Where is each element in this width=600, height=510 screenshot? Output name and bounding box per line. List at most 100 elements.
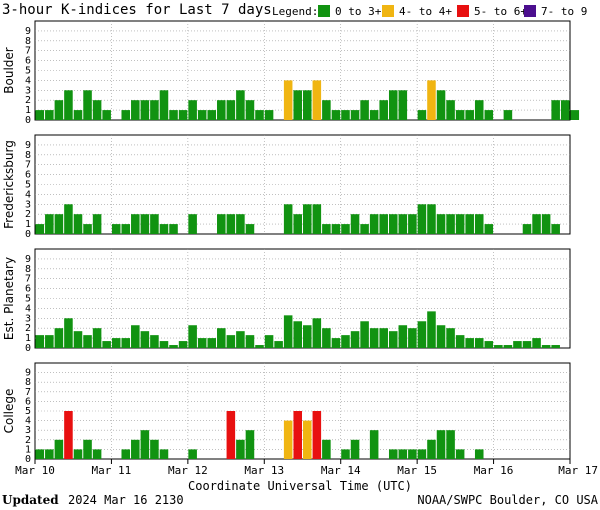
k-index-bar (398, 449, 408, 459)
y-tick-label: 9 (25, 140, 31, 151)
k-index-bar (264, 110, 274, 120)
k-index-bar (293, 90, 302, 120)
y-tick-label: 7 (25, 160, 31, 171)
k-index-bar (283, 420, 293, 459)
panel-label: College (2, 389, 16, 434)
legend-label: 7- to 9 (541, 5, 587, 18)
y-tick-label: 5 (25, 180, 31, 191)
k-index-bar (140, 100, 150, 120)
y-tick-label: 9 (25, 368, 31, 379)
k-index-bar (54, 328, 64, 348)
k-index-bar (283, 204, 293, 234)
y-tick-label: 0 (25, 454, 31, 465)
k-index-bar (188, 100, 197, 120)
k-index-bar (427, 439, 436, 459)
y-tick-label: 8 (25, 150, 31, 161)
k-index-bar (111, 224, 121, 234)
k-index-bar (551, 345, 560, 348)
k-index-bar (64, 318, 73, 348)
k-index-bar (236, 439, 245, 459)
k-index-bar (207, 110, 217, 120)
y-tick-label: 3 (25, 85, 31, 96)
k-index-bar (417, 204, 427, 234)
y-tick-label: 1 (25, 333, 31, 344)
k-index-bar (398, 90, 408, 120)
y-tick-label: 5 (25, 294, 31, 305)
k-index-bar (188, 214, 197, 234)
k-index-bar (331, 338, 341, 348)
legend-swatch (524, 5, 536, 17)
k-index-bar (226, 100, 236, 120)
k-index-bar (417, 449, 427, 459)
y-tick-label: 1 (25, 105, 31, 116)
x-tick-label: Mar 10 (15, 464, 55, 477)
k-index-bar (45, 110, 54, 120)
k-index-bar (64, 90, 73, 120)
x-axis: Mar 10 Mar 11 Mar 12 Mar 13 Mar 14 Mar 15 Mar … (15, 459, 598, 477)
k-index-bar (64, 204, 73, 234)
k-index-bar (398, 325, 408, 348)
k-index-bar (236, 214, 245, 234)
y-tick-label: 6 (25, 56, 31, 67)
updated-label: Updated (2, 493, 59, 507)
k-index-bar (474, 100, 484, 120)
k-index-bar (312, 204, 322, 234)
y-tick-label: 3 (25, 425, 31, 436)
k-index-bar (436, 325, 446, 348)
k-index-bar (140, 331, 150, 348)
k-index-bar (159, 341, 169, 348)
k-index-bar (303, 325, 312, 348)
k-index-bar (83, 335, 92, 348)
k-index-bar (45, 335, 54, 348)
k-index-bar (322, 328, 331, 348)
k-index-bar (465, 110, 474, 120)
k-index-bar (436, 430, 446, 459)
k-index-bar (255, 110, 264, 120)
k-index-bar (83, 224, 92, 234)
k-index-bar (541, 345, 551, 348)
k-index-bar (217, 328, 226, 348)
k-index-bar (341, 449, 350, 459)
k-index-bar (484, 110, 494, 120)
k-index-bar (570, 110, 580, 120)
k-index-bar (283, 315, 293, 348)
k-index-bar (388, 214, 398, 234)
k-index-bar (283, 80, 293, 120)
k-index-bar (35, 335, 45, 348)
k-index-bar (455, 449, 465, 459)
k-index-bar (169, 110, 178, 120)
y-tick-label: 8 (25, 377, 31, 388)
x-axis-label: Coordinate Universal Time (UTC) (188, 479, 412, 493)
k-index-bar (303, 90, 312, 120)
k-index-bar (360, 321, 369, 348)
k-index-bar (150, 100, 159, 120)
k-index-bar (455, 110, 465, 120)
x-tick-label: Mar 17 (558, 464, 598, 477)
k-index-bar (427, 311, 436, 348)
k-index-bar (274, 341, 283, 348)
k-index-bar (178, 110, 188, 120)
k-index-bar (102, 110, 111, 120)
k-index-bar (197, 110, 207, 120)
k-index-bar (245, 224, 255, 234)
x-tick-label: Mar 11 (92, 464, 132, 477)
k-index-bar (322, 224, 331, 234)
k-index-bar (522, 224, 532, 234)
k-index-bar (121, 110, 131, 120)
k-index-bar (388, 331, 398, 348)
k-index-bar (226, 411, 236, 459)
y-tick-label: 1 (25, 444, 31, 455)
k-index-bar (64, 411, 73, 459)
k-index-bar (217, 214, 226, 234)
k-index-bar (207, 338, 217, 348)
legend-swatch (318, 5, 330, 17)
y-tick-label: 6 (25, 284, 31, 295)
k-index-bar (417, 321, 427, 348)
k-index-bar (102, 341, 111, 348)
k-index-bar (322, 439, 331, 459)
y-tick-label: 0 (25, 343, 31, 354)
k-index-bar (54, 100, 64, 120)
k-index-bar (245, 100, 255, 120)
